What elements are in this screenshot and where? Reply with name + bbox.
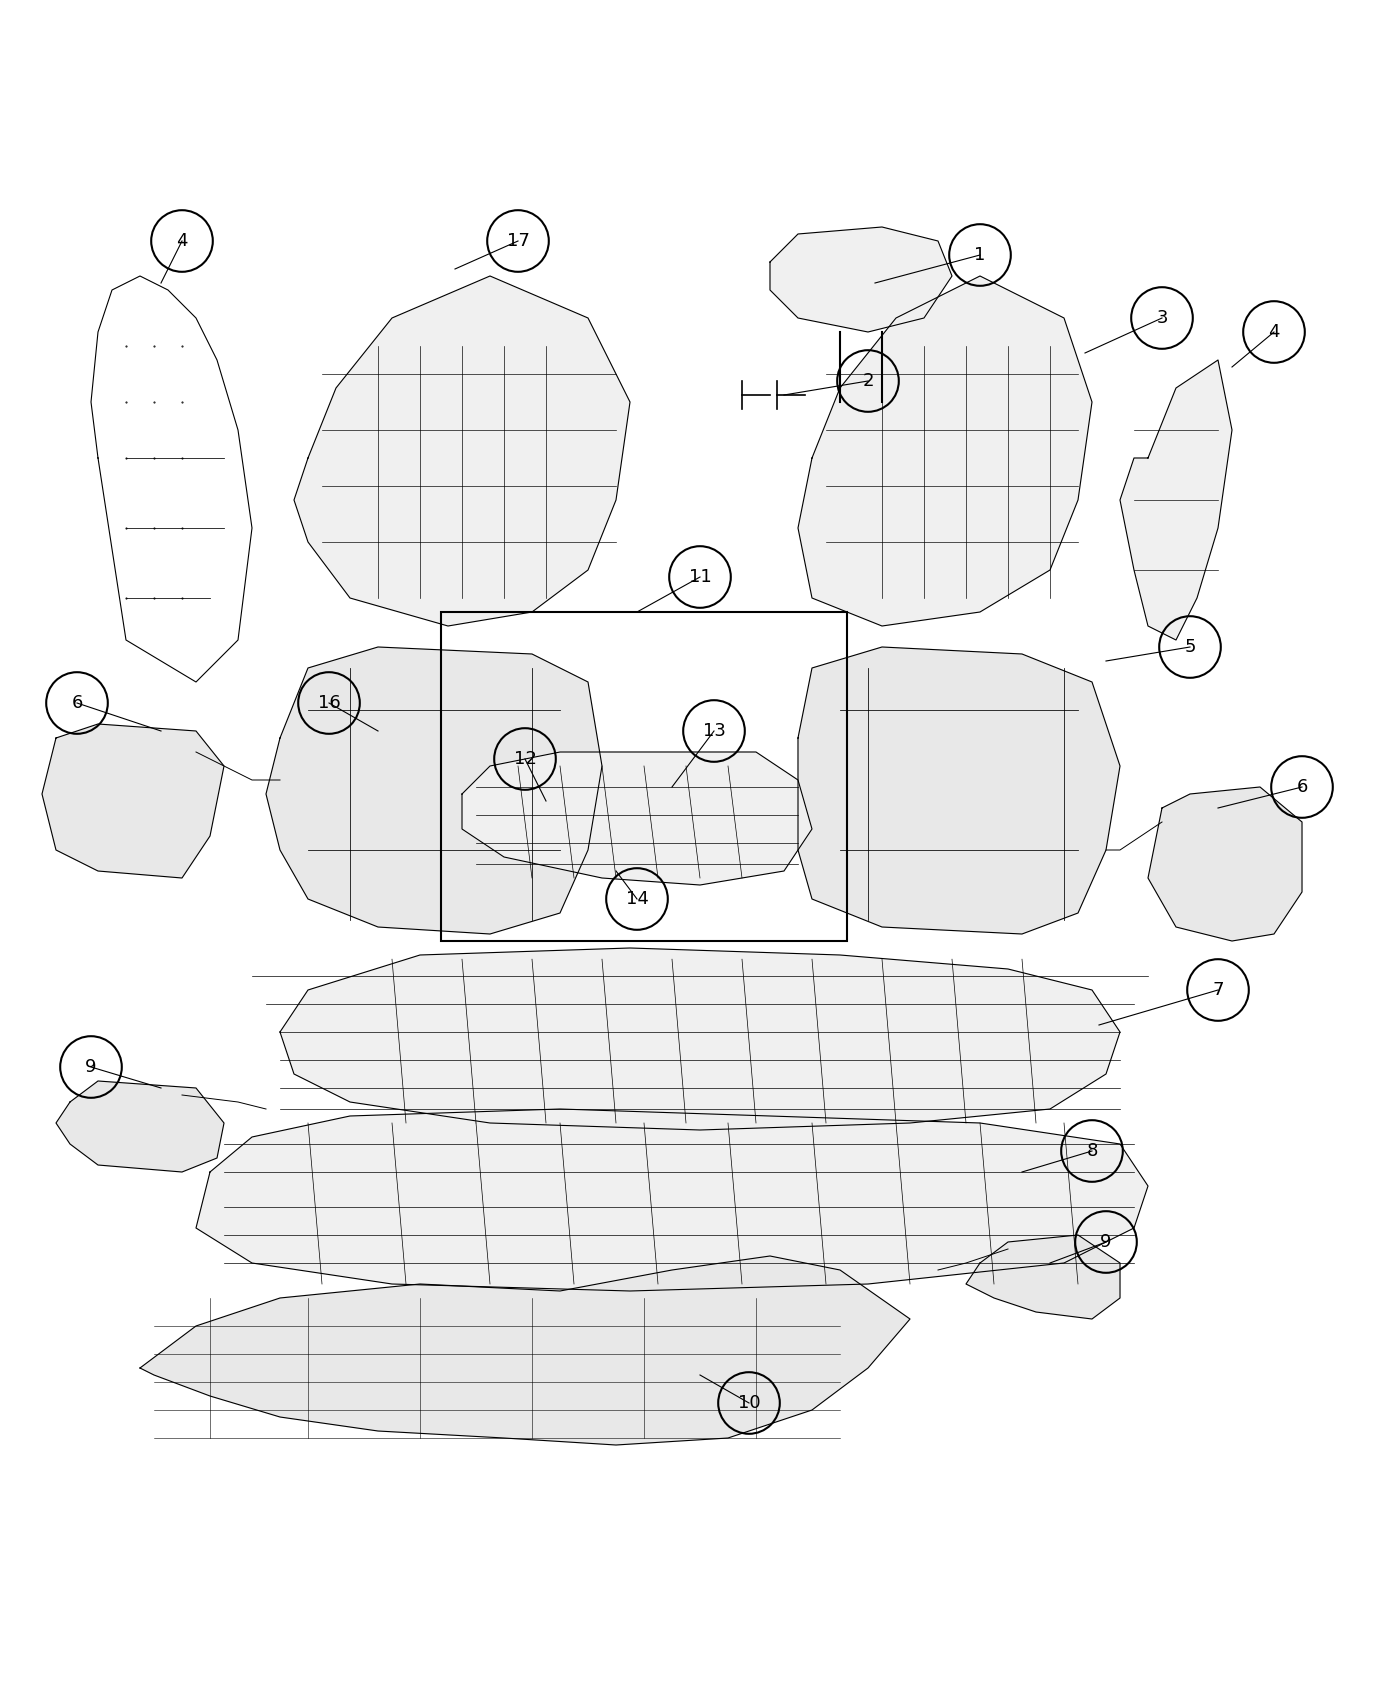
Text: 1: 1 (974, 246, 986, 264)
Text: 10: 10 (738, 1394, 760, 1413)
Polygon shape (196, 1108, 1148, 1290)
Text: 6: 6 (1296, 779, 1308, 796)
Polygon shape (798, 648, 1120, 933)
Text: 16: 16 (318, 694, 340, 712)
Text: 6: 6 (71, 694, 83, 712)
Polygon shape (294, 275, 630, 626)
Polygon shape (798, 275, 1092, 626)
Text: 13: 13 (703, 722, 725, 740)
Polygon shape (462, 751, 812, 886)
Text: 4: 4 (1268, 323, 1280, 342)
Polygon shape (140, 1256, 910, 1445)
Text: 9: 9 (85, 1057, 97, 1076)
Text: 9: 9 (1100, 1232, 1112, 1251)
Text: 3: 3 (1156, 309, 1168, 326)
Polygon shape (966, 1234, 1120, 1319)
Polygon shape (56, 1081, 224, 1171)
Text: 14: 14 (626, 891, 648, 908)
Text: 8: 8 (1086, 1142, 1098, 1159)
Polygon shape (1120, 360, 1232, 639)
Text: 5: 5 (1184, 638, 1196, 656)
Text: 17: 17 (507, 231, 529, 250)
Polygon shape (1148, 787, 1302, 942)
Text: 11: 11 (689, 568, 711, 586)
Polygon shape (770, 228, 952, 332)
Polygon shape (280, 949, 1120, 1130)
Text: 7: 7 (1212, 981, 1224, 1000)
Polygon shape (42, 724, 224, 877)
Text: 4: 4 (176, 231, 188, 250)
Text: 2: 2 (862, 372, 874, 389)
Text: 12: 12 (514, 750, 536, 768)
Polygon shape (266, 648, 602, 933)
